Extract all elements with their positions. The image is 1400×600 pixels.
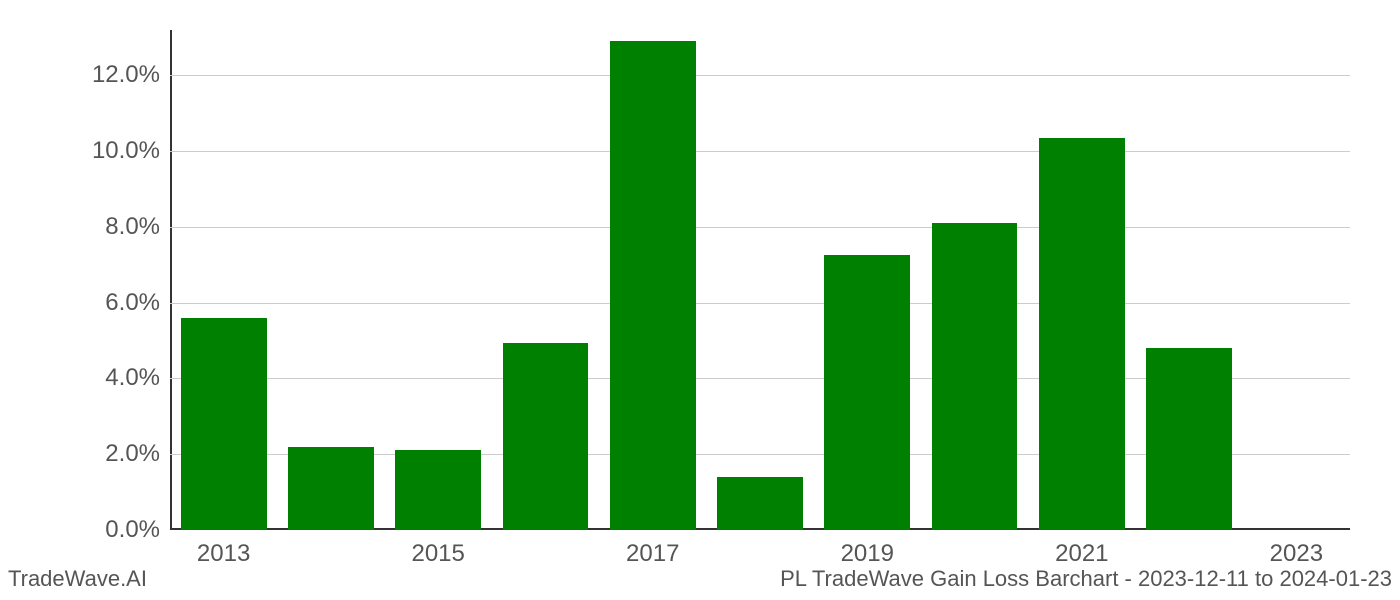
y-tick-label: 10.0% xyxy=(92,137,160,165)
grid-line xyxy=(170,227,1350,228)
y-tick-label: 4.0% xyxy=(105,364,160,392)
y-tick-label: 6.0% xyxy=(105,289,160,317)
chart-container: TradeWave.AI PL TradeWave Gain Loss Barc… xyxy=(0,0,1400,600)
x-tick-label: 2023 xyxy=(1270,540,1323,568)
bar xyxy=(181,318,267,530)
x-tick-label: 2017 xyxy=(626,540,679,568)
x-tick-label: 2019 xyxy=(841,540,894,568)
grid-line xyxy=(170,303,1350,304)
grid-line xyxy=(170,75,1350,76)
chart-plot-area xyxy=(170,30,1350,530)
chart-title-footer: PL TradeWave Gain Loss Barchart - 2023-1… xyxy=(780,566,1392,592)
grid-line xyxy=(170,151,1350,152)
watermark-left: TradeWave.AI xyxy=(8,566,147,592)
bar xyxy=(717,477,803,530)
y-tick-label: 0.0% xyxy=(105,516,160,544)
bar xyxy=(1146,348,1232,530)
bar xyxy=(610,41,696,530)
bar xyxy=(824,255,910,530)
bar xyxy=(288,447,374,530)
y-tick-label: 12.0% xyxy=(92,61,160,89)
x-tick-label: 2021 xyxy=(1055,540,1108,568)
bar xyxy=(1039,138,1125,530)
bar xyxy=(395,450,481,530)
bar xyxy=(503,343,589,531)
y-tick-label: 8.0% xyxy=(105,213,160,241)
x-tick-label: 2015 xyxy=(411,540,464,568)
y-tick-label: 2.0% xyxy=(105,440,160,468)
x-tick-label: 2013 xyxy=(197,540,250,568)
bar xyxy=(932,223,1018,530)
